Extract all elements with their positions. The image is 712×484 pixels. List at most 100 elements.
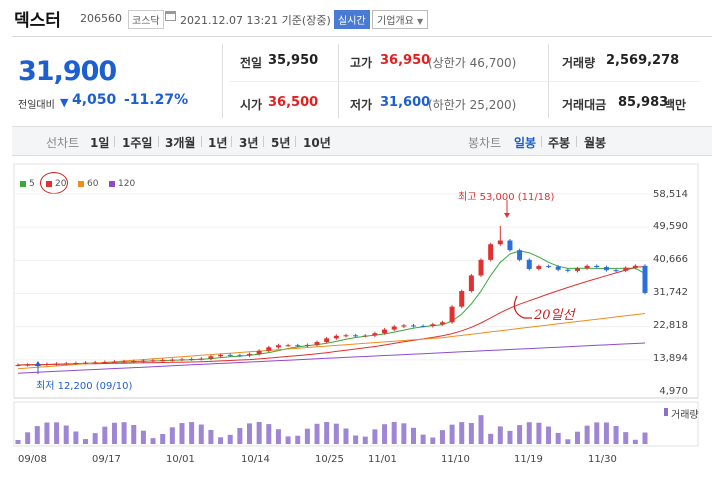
y-tick: 31,742 [653, 287, 688, 298]
volume-bar [131, 425, 137, 444]
volume-bar [507, 430, 513, 444]
line-chart-tab[interactable]: 선차트 [46, 136, 80, 150]
volume-bar [208, 429, 214, 444]
candle-body [333, 335, 339, 339]
volume-label: 거래량 [562, 56, 596, 70]
candle-body [15, 365, 21, 367]
candle-body [353, 335, 359, 337]
volume-bar [623, 432, 629, 444]
ma-line-60 [17, 313, 646, 370]
period-1y[interactable]: 1년 [208, 136, 228, 150]
candle-body [594, 265, 600, 268]
volume-bar [478, 415, 484, 444]
candle-body [343, 335, 349, 337]
stock-name: 덱스터 [14, 11, 61, 31]
y-tick: 49,590 [653, 221, 688, 232]
volume-bar [362, 436, 368, 444]
candle-body [613, 270, 619, 272]
volume-bar [555, 432, 561, 444]
candle-body [401, 325, 407, 327]
volume-bar [401, 423, 407, 444]
period-3m[interactable]: 3개월 [165, 136, 196, 150]
candle-body [121, 361, 127, 363]
volume-bar [584, 425, 590, 444]
volume-bar [459, 422, 465, 444]
candle-body [73, 363, 79, 365]
volume-bar [198, 424, 204, 444]
volume-bar [430, 437, 436, 444]
volume-frame [13, 401, 699, 447]
volume-bar [439, 430, 445, 444]
legend-swatch-120 [109, 181, 115, 187]
period-1w[interactable]: 1주일 [122, 136, 153, 150]
x-tick: 09/17 [92, 454, 121, 465]
volume-bar [497, 426, 503, 444]
open-label: 시가 [240, 98, 263, 112]
volume-bar [44, 422, 50, 444]
volume-bar [642, 432, 648, 444]
x-tick: 10/25 [315, 454, 344, 465]
volume-bar [179, 423, 185, 444]
volume-bar [140, 430, 146, 444]
volume-bar [247, 423, 253, 444]
period-5y[interactable]: 5년 [271, 136, 291, 150]
candle-body [237, 355, 243, 357]
x-tick: 11/10 [441, 454, 470, 465]
candle-body [632, 265, 638, 268]
legend-60[interactable]: 60 [87, 179, 99, 189]
volume-bar [169, 427, 175, 444]
volume-value: 2,569,278 [606, 53, 680, 68]
candle-body [410, 325, 416, 327]
chart-toolbar [12, 126, 712, 156]
corp-info-dropdown[interactable]: 기업개요 ▼ [372, 10, 429, 29]
candle-body [198, 358, 204, 360]
candle-weekly[interactable]: 주봉 [548, 136, 571, 150]
volume-bar [102, 426, 108, 444]
low-marker-arrow [35, 361, 41, 366]
period-3y[interactable]: 3년 [239, 136, 259, 150]
candle-body [295, 345, 301, 347]
volume-bar [603, 422, 609, 444]
candle-daily[interactable]: 일봉 [514, 136, 537, 150]
volume-bar [410, 427, 416, 444]
change-percent: -11.27% [124, 92, 189, 108]
candle-body [314, 342, 320, 345]
legend-120[interactable]: 120 [118, 179, 136, 189]
high-label: 고가 [350, 56, 373, 70]
volume-bar [63, 425, 69, 444]
market-badge: 코스닥 [128, 10, 164, 29]
candle-monthly[interactable]: 월봉 [584, 136, 607, 150]
lower-limit: (하한가 25,200) [428, 98, 517, 112]
ma-line-20 [17, 266, 646, 366]
period-1d[interactable]: 1일 [90, 136, 110, 150]
divider [158, 136, 159, 147]
candle-body [642, 265, 648, 293]
candle-body [150, 360, 156, 362]
candle-body [623, 267, 629, 271]
y-tick: 58,514 [653, 189, 688, 200]
volume-bar [227, 434, 233, 444]
candle-body [160, 359, 166, 361]
volume-bar [25, 432, 31, 444]
corp-info-label: 기업개요 [377, 16, 414, 27]
realtime-button[interactable]: 실시간 [334, 10, 370, 29]
candle-body [362, 335, 368, 337]
candle-body [468, 275, 474, 292]
divider [230, 81, 700, 82]
legend-5[interactable]: 5 [29, 179, 35, 189]
volume-bar [382, 424, 388, 444]
period-10y[interactable]: 10년 [303, 136, 331, 150]
current-price: 31,900 [18, 56, 117, 87]
divider [295, 136, 296, 147]
candle-body [603, 267, 609, 271]
header-divider [12, 36, 712, 37]
prev-close-value: 35,950 [268, 53, 319, 68]
candle-body [449, 306, 455, 323]
candle-body [584, 265, 590, 269]
candle-chart-tab[interactable]: 봉차트 [468, 136, 502, 150]
stock-code: 206560 [80, 12, 122, 25]
candle-body [111, 361, 117, 363]
candle-body [247, 354, 253, 356]
volume-bar [343, 428, 349, 444]
